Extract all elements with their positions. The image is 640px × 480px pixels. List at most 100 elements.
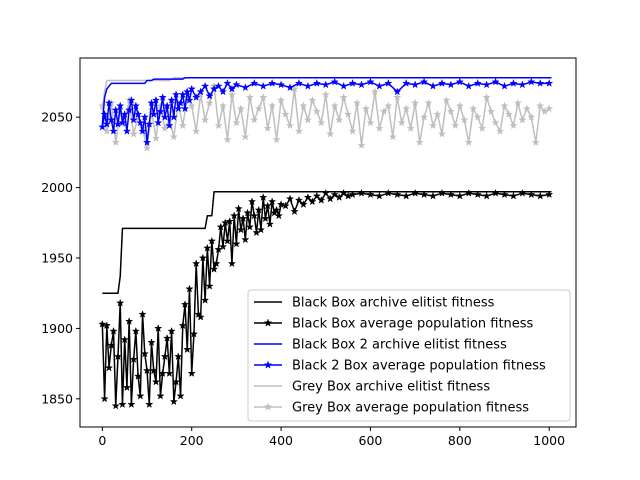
series-6-point bbox=[321, 90, 330, 99]
series-2-point bbox=[218, 242, 228, 251]
series-2-point bbox=[299, 200, 308, 209]
series-2-point bbox=[165, 369, 174, 378]
series-6-point bbox=[232, 118, 241, 127]
series-6-point bbox=[335, 115, 344, 124]
series-2-point bbox=[243, 208, 252, 217]
series-6-point bbox=[478, 124, 487, 132]
series-2-point bbox=[111, 401, 120, 410]
series-2-point bbox=[236, 225, 246, 234]
series-4-point bbox=[241, 83, 250, 92]
series-2-point bbox=[176, 391, 185, 400]
series-2-point bbox=[198, 253, 208, 262]
series-4-point bbox=[169, 112, 178, 121]
series-2-point bbox=[321, 188, 330, 197]
series-4-point bbox=[312, 78, 321, 87]
series-2-point bbox=[261, 214, 270, 223]
series-6-point bbox=[178, 121, 187, 130]
series-6-point bbox=[272, 135, 281, 144]
series-6-point bbox=[424, 98, 433, 107]
series-2-point bbox=[122, 383, 132, 392]
series-2-point bbox=[256, 225, 266, 234]
series-6-point bbox=[536, 101, 545, 110]
series-4-point bbox=[187, 84, 196, 93]
series-4-point bbox=[518, 80, 527, 89]
legend-label: Grey Box average population fitness bbox=[292, 401, 529, 416]
series-6-point bbox=[513, 98, 523, 107]
series-2-point bbox=[428, 191, 438, 200]
series-2-point bbox=[473, 190, 482, 199]
legend-label: Black Box average population fitness bbox=[292, 317, 534, 332]
series-3 bbox=[101, 76, 552, 125]
series-2-point bbox=[120, 335, 129, 344]
series-6-point bbox=[509, 121, 518, 130]
series-6-point bbox=[259, 93, 268, 101]
series-4-point bbox=[196, 87, 205, 96]
series-2-point bbox=[446, 190, 456, 199]
series-4-point bbox=[384, 78, 393, 87]
series-4-point bbox=[149, 109, 158, 118]
series-2-point bbox=[156, 391, 165, 400]
series-2-point bbox=[419, 190, 429, 199]
series-4-point bbox=[339, 81, 348, 90]
series-6-point bbox=[486, 107, 496, 116]
series-6-point bbox=[518, 115, 527, 124]
series-4-point bbox=[294, 78, 304, 87]
series-4-point bbox=[145, 119, 154, 128]
series-2-point bbox=[500, 190, 509, 199]
series-2-point bbox=[250, 211, 259, 220]
series-4-point bbox=[473, 78, 482, 87]
series-6-point bbox=[214, 121, 223, 130]
series-2-point bbox=[180, 300, 190, 308]
series-6-point bbox=[245, 93, 254, 101]
series-4-point bbox=[545, 78, 554, 87]
y-tick-label: 2050 bbox=[41, 110, 73, 125]
series-2-point bbox=[267, 197, 277, 206]
series-4-point bbox=[151, 95, 161, 104]
series-2-point bbox=[151, 377, 161, 386]
series-2-point bbox=[136, 391, 145, 400]
series-2-point bbox=[142, 366, 152, 375]
series-2-point bbox=[410, 188, 420, 197]
series-2-point bbox=[276, 200, 286, 209]
series-4-point bbox=[218, 87, 228, 96]
legend-frame bbox=[247, 289, 571, 422]
series-4-point bbox=[285, 83, 295, 92]
legend-entry-3: Black Box 2 archive elitist fitness bbox=[254, 338, 507, 353]
series-2-point bbox=[265, 219, 275, 228]
series-6-point bbox=[142, 143, 152, 152]
series-2-point bbox=[133, 371, 143, 380]
series-2-point bbox=[294, 195, 304, 204]
series-2-point bbox=[187, 369, 196, 378]
series-4-point bbox=[167, 95, 176, 104]
series-4-point bbox=[410, 80, 420, 89]
series-6-point bbox=[375, 124, 384, 132]
series-2-point bbox=[545, 190, 554, 199]
series-2-point bbox=[281, 201, 290, 210]
y-tick-label: 1850 bbox=[41, 391, 73, 406]
series-6-point bbox=[531, 138, 540, 147]
legend-marker bbox=[263, 402, 273, 411]
series-6-point bbox=[397, 118, 406, 127]
series-4-point bbox=[259, 81, 268, 90]
series-6-point bbox=[357, 140, 366, 149]
series-4-point bbox=[200, 81, 210, 90]
series-2-point bbox=[162, 333, 172, 342]
series-2-point bbox=[335, 193, 344, 201]
x-axis: 0 200 400 600 800 1000 bbox=[98, 427, 565, 448]
series-6-point bbox=[317, 118, 326, 127]
series-2-point bbox=[290, 207, 299, 216]
series-2-point bbox=[118, 400, 127, 408]
series-4-point bbox=[185, 95, 194, 104]
series-6-point bbox=[223, 135, 232, 144]
series-4-point bbox=[158, 93, 167, 101]
series-2-point bbox=[518, 188, 527, 197]
series-4-point bbox=[131, 101, 141, 110]
series-6-point bbox=[464, 138, 473, 147]
series-4-point bbox=[214, 81, 223, 90]
series-6-point bbox=[98, 101, 107, 110]
series-6-point bbox=[482, 93, 491, 101]
series-2-point bbox=[227, 259, 237, 268]
legend-entry-4: Black 2 Box average population fitness bbox=[254, 359, 546, 374]
series-4-point bbox=[223, 78, 232, 87]
